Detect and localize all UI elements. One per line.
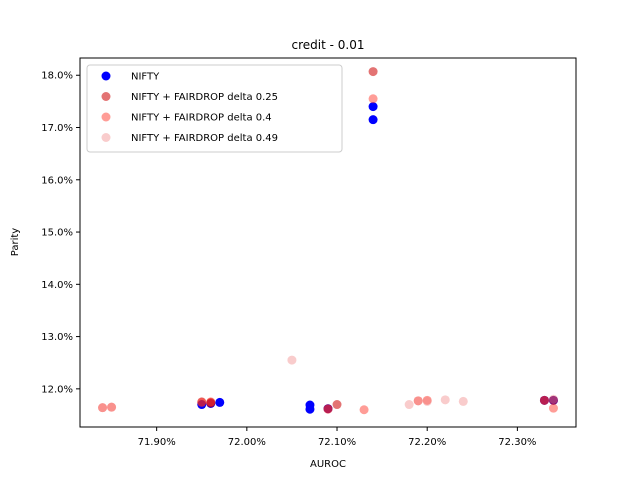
y-tick-label: 18.0% [41, 71, 73, 82]
legend-box [86, 64, 343, 153]
legend: NIFTY NIFTY + FAIRDROP delta 0.25 NIFTY + … [86, 64, 343, 153]
x-axis-ticks: 71.90% 72.00% 72.10% 72.20% 72.30% [138, 427, 536, 448]
data-point-s1-4 [332, 400, 342, 410]
legend-marker [101, 71, 111, 81]
x-tick-label: 72.00% [228, 437, 266, 448]
data-point-s2-5 [359, 405, 369, 415]
data-point-s3-7 [458, 396, 468, 406]
data-point-s3-2 [287, 355, 297, 365]
legend-marker [101, 133, 111, 142]
data-point-s2-4 [323, 404, 333, 414]
legend-marker [101, 92, 111, 101]
data-point-s3-4 [413, 396, 423, 406]
legend-label: NIFTY + FAIRDROP delta 0.25 [131, 92, 278, 103]
data-point-s2-7 [413, 396, 423, 406]
x-tick-label: 72.20% [408, 437, 446, 448]
data-points [98, 67, 558, 415]
data-point-s0-4 [305, 404, 315, 414]
data-point-s1-7 [548, 395, 558, 405]
legend-label: NIFTY + FAIRDROP delta 0.49 [131, 133, 278, 144]
data-point-s3-1 [107, 402, 117, 412]
x-axis-label: AUROC [310, 459, 346, 470]
data-point-s2-2 [197, 397, 207, 407]
plot-frame [79, 57, 577, 428]
y-axis-ticks: 12.0% 13.0% 14.0% 15.0% 16.0% 17.0% 18.0% [41, 71, 80, 395]
data-point-s2-3 [206, 397, 216, 407]
chart-title: credit - 0.01 [292, 38, 365, 52]
data-point-s0-7 [368, 115, 378, 125]
data-point-s0-1 [215, 397, 225, 407]
y-axis-label: Parity [10, 228, 21, 257]
data-point-s2-8 [422, 395, 432, 405]
data-point-s2-1 [107, 402, 117, 412]
data-point-s3-6 [440, 395, 450, 405]
data-point-s2-0 [98, 403, 108, 413]
data-point-s3-5 [422, 396, 432, 406]
data-point-s3-0 [98, 403, 108, 413]
data-point-s2-10 [548, 403, 558, 413]
data-point-s2-6 [368, 94, 378, 104]
y-tick-label: 12.0% [41, 384, 73, 395]
data-point-s3-3 [404, 400, 414, 410]
data-point-s3-8 [548, 394, 558, 404]
x-tick-label: 72.10% [318, 437, 356, 448]
y-tick-label: 17.0% [41, 123, 73, 134]
legend-marker [101, 112, 111, 122]
data-point-s2-9 [539, 395, 549, 405]
data-point-s1-5 [368, 67, 378, 77]
y-tick-label: 14.0% [41, 280, 73, 291]
data-point-s0-6 [368, 102, 378, 112]
y-tick-label: 13.0% [41, 332, 73, 343]
x-tick-label: 72.30% [498, 437, 536, 448]
legend-label: NIFTY [131, 72, 160, 83]
x-tick-label: 71.90% [138, 437, 176, 448]
y-tick-label: 16.0% [41, 175, 73, 186]
y-tick-label: 15.0% [41, 228, 73, 239]
legend-label: NIFTY + FAIRDROP delta 0.4 [131, 113, 272, 124]
